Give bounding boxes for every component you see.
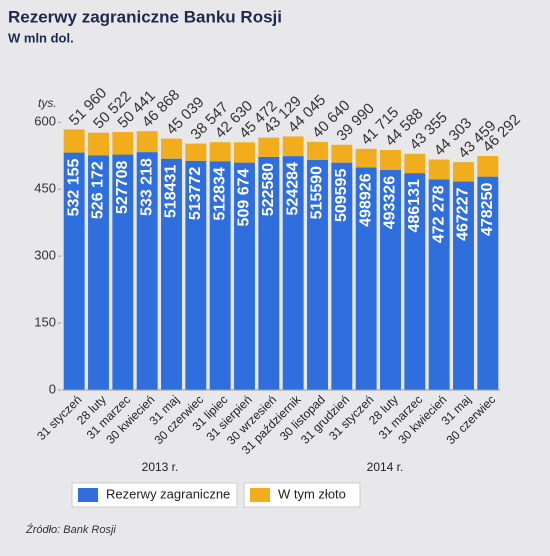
value-label: 533 218 <box>138 158 155 216</box>
value-label: 509 674 <box>236 169 253 227</box>
bar-segment <box>331 162 353 390</box>
bar-segment <box>161 138 182 159</box>
bar-segment <box>355 167 377 390</box>
bar-segment <box>185 143 207 161</box>
value-label: 527708 <box>114 160 131 213</box>
bar-segment <box>404 173 426 390</box>
value-label: 509595 <box>333 169 350 222</box>
legend-swatch <box>250 488 270 502</box>
y-tick-label: 450 <box>34 181 56 196</box>
bar-segment <box>477 155 499 177</box>
bar-segment <box>185 160 207 390</box>
bar-segment <box>477 176 499 390</box>
bar-segment <box>63 129 85 153</box>
value-label: 515590 <box>309 166 326 219</box>
bar-segment <box>380 150 401 170</box>
legend-swatch <box>78 488 98 502</box>
bar-segment <box>258 156 280 390</box>
source: Źródło: Bank Rosji <box>25 523 116 536</box>
group-label: 2014 r. <box>367 460 404 474</box>
value-label: 467227 <box>455 187 472 240</box>
value-label: 526 172 <box>90 161 107 219</box>
y-tick-label: 300 <box>34 248 56 263</box>
value-label: 512834 <box>211 167 228 220</box>
bar-segment <box>380 169 401 390</box>
value-label: 522580 <box>260 163 277 216</box>
y-axis-label: tys. <box>38 96 57 110</box>
chart-subtitle: W mln dol. <box>8 30 74 45</box>
value-label: 532 155 <box>65 158 82 216</box>
group-label: 2013 r. <box>142 460 179 474</box>
bar-segment <box>282 156 304 390</box>
bar-segment <box>307 141 328 160</box>
bar-segment <box>428 159 450 180</box>
bar-segment <box>161 158 182 390</box>
chart-title: Rezerwy zagraniczne Banku Rosji <box>8 7 282 26</box>
bar-segment <box>209 142 231 162</box>
y-tick-label: 150 <box>34 315 56 330</box>
value-label: 524284 <box>284 162 301 215</box>
value-label: 472 278 <box>430 185 447 243</box>
bar-segment <box>112 132 134 155</box>
value-label: 478250 <box>479 183 496 236</box>
bar-segment <box>331 144 353 163</box>
bar-segment <box>136 131 158 153</box>
value-label: 513772 <box>187 167 204 220</box>
legend-label: Rezerwy zagraniczne <box>106 486 230 501</box>
value-label: 518431 <box>163 165 180 218</box>
y-tick-label: 0 <box>49 381 56 396</box>
bar-segment <box>453 162 474 182</box>
value-label: 498926 <box>357 173 374 226</box>
legend-box <box>71 482 238 508</box>
bar-segment <box>63 152 85 390</box>
y-tick-label: 600 <box>34 114 56 129</box>
value-label: 486131 <box>406 179 423 232</box>
legend-label: W tym złoto <box>278 486 346 501</box>
bar-segment <box>88 132 109 156</box>
bar-segment <box>88 155 109 390</box>
bar-segment <box>112 154 134 390</box>
bar-segment <box>209 161 231 390</box>
bar-segment <box>307 159 328 390</box>
bar-segment <box>282 136 304 157</box>
bar-segment <box>136 152 158 390</box>
bar-segment <box>258 137 280 157</box>
bar-segment <box>355 148 377 168</box>
bar-segment <box>234 142 255 163</box>
bar-segment <box>404 153 426 174</box>
value-label: 493326 <box>382 176 399 229</box>
bar-segment <box>234 162 255 390</box>
bar-segment <box>428 179 450 390</box>
bar-segment <box>453 181 474 390</box>
